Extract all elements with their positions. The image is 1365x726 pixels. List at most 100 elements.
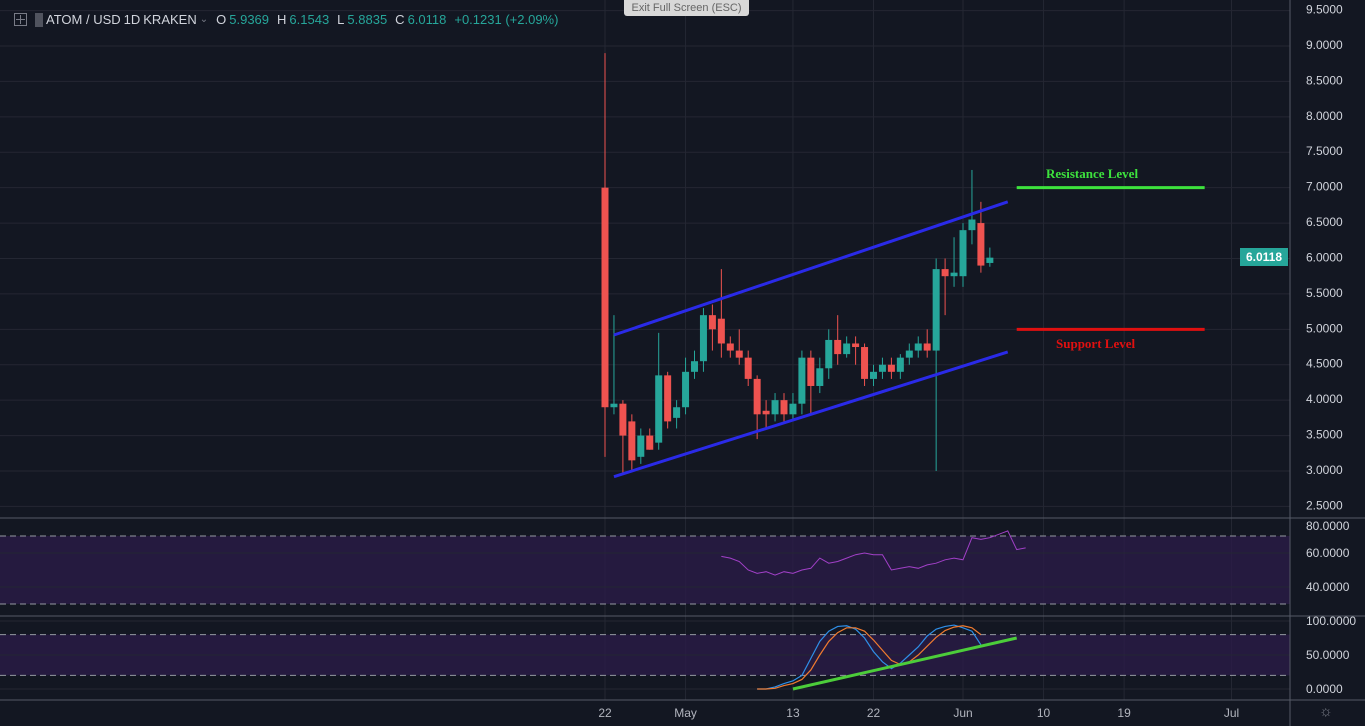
candle-body xyxy=(968,219,976,231)
candle-body xyxy=(771,400,779,415)
y-tick-label: 4.0000 xyxy=(1306,392,1343,406)
change-value: +0.1231 (+2.09%) xyxy=(454,12,559,27)
settings-gear-icon[interactable]: ☼ xyxy=(1319,703,1333,720)
candle-body xyxy=(932,269,940,351)
stoch-tick-label: 100.0000 xyxy=(1306,614,1356,628)
candle-body xyxy=(950,272,958,277)
open-value: 5.9369 xyxy=(229,12,270,27)
rsi-tick-label: 80.0000 xyxy=(1306,519,1350,533)
y-tick-label: 8.0000 xyxy=(1306,109,1343,123)
channel-lower-line xyxy=(613,350,1009,479)
candle-body xyxy=(896,357,904,372)
rsi-tick-label: 60.0000 xyxy=(1306,546,1350,560)
candle-body xyxy=(834,339,842,355)
candle-body xyxy=(637,435,645,457)
candle-body xyxy=(887,364,895,372)
candle-body xyxy=(717,318,725,344)
x-tick-label: 10 xyxy=(1037,706,1051,720)
rsi-tick-label: 40.0000 xyxy=(1306,580,1350,594)
last-price-badge: 6.0118 xyxy=(1240,248,1288,266)
candle-body xyxy=(726,343,734,351)
exit-fullscreen-button[interactable]: Exit Full Screen (ESC) xyxy=(624,0,749,16)
open-label: O xyxy=(216,12,227,27)
close-label: C xyxy=(395,12,405,27)
y-tick-label: 5.5000 xyxy=(1306,286,1343,300)
y-tick-label: 3.5000 xyxy=(1306,428,1343,442)
stoch-trendline xyxy=(792,636,1018,691)
low-label: L xyxy=(337,12,345,27)
candle-body xyxy=(941,269,949,277)
candle-body xyxy=(807,357,815,386)
x-tick-label: 13 xyxy=(786,706,800,720)
y-tick-label: 6.0000 xyxy=(1306,250,1343,264)
exchange[interactable]: KRAKEN xyxy=(143,12,197,27)
y-tick-label: 7.5000 xyxy=(1306,144,1343,158)
candle-body xyxy=(914,343,922,351)
y-tick-label: 5.0000 xyxy=(1306,321,1343,335)
interval[interactable]: 1D xyxy=(123,12,141,27)
candle-body xyxy=(825,339,833,369)
y-tick-label: 2.5000 xyxy=(1306,498,1343,512)
candle-body xyxy=(655,375,663,443)
candle-body xyxy=(843,343,851,355)
rsi-line xyxy=(721,530,1026,576)
stoch-k-line xyxy=(757,624,982,690)
candle-body xyxy=(628,421,636,461)
x-tick-label: Jul xyxy=(1224,706,1239,720)
collapse-plus-icon[interactable] xyxy=(14,13,27,26)
y-tick-label: 7.0000 xyxy=(1306,180,1343,194)
candle-body xyxy=(959,230,967,277)
candle-body xyxy=(798,357,806,404)
candle-body xyxy=(708,315,716,330)
candle-body xyxy=(923,343,931,351)
candle-body xyxy=(986,257,994,263)
chart-legend: ATOM / USD 1D KRAKEN ⌄ O 5.9369 H 6.1543 L… xyxy=(14,12,558,27)
x-tick-label: 22 xyxy=(598,706,612,720)
channel-upper-line xyxy=(613,200,1009,337)
candle-body xyxy=(816,368,824,386)
candle-body xyxy=(610,403,618,408)
stoch-d-line xyxy=(757,625,982,690)
candle-body xyxy=(780,400,788,415)
y-tick-label: 3.0000 xyxy=(1306,463,1343,477)
y-tick-label: 9.0000 xyxy=(1306,38,1343,52)
candle-body xyxy=(977,223,985,266)
symbol-flag-icon xyxy=(35,12,43,27)
candle-body xyxy=(601,187,609,408)
stoch-tick-label: 0.0000 xyxy=(1306,682,1343,696)
chevron-down-icon[interactable]: ⌄ xyxy=(199,14,209,25)
symbol-name[interactable]: ATOM / USD xyxy=(46,12,121,27)
stoch-tick-label: 50.0000 xyxy=(1306,648,1350,662)
high-label: H xyxy=(277,12,287,27)
candle-body xyxy=(861,347,869,379)
candle-body xyxy=(789,403,797,415)
low-value: 5.8835 xyxy=(347,12,388,27)
candle-body xyxy=(753,378,761,415)
rsi-band xyxy=(0,536,1290,604)
candle-body xyxy=(905,350,913,358)
candle-body xyxy=(673,407,681,418)
resistance-label: Resistance Level xyxy=(1046,166,1139,181)
candle-body xyxy=(762,410,770,415)
candle-body xyxy=(870,371,877,379)
y-tick-label: 6.5000 xyxy=(1306,215,1343,229)
x-tick-label: Jun xyxy=(953,706,972,720)
x-tick-label: May xyxy=(674,706,697,720)
y-tick-label: 4.5000 xyxy=(1306,357,1343,371)
candle-body xyxy=(878,364,886,372)
candle-body xyxy=(852,343,860,348)
x-tick-label: 22 xyxy=(867,706,881,720)
candle-body xyxy=(682,371,690,408)
y-tick-label: 9.5000 xyxy=(1306,3,1343,17)
y-tick-label: 8.5000 xyxy=(1306,73,1343,87)
candle-body xyxy=(699,315,707,362)
candle-body xyxy=(691,361,698,372)
candle-body xyxy=(735,350,743,358)
candle-body xyxy=(664,375,672,422)
candle-body xyxy=(619,403,627,436)
high-value: 6.1543 xyxy=(289,12,330,27)
x-tick-label: 19 xyxy=(1117,706,1131,720)
candle-body xyxy=(646,435,654,450)
